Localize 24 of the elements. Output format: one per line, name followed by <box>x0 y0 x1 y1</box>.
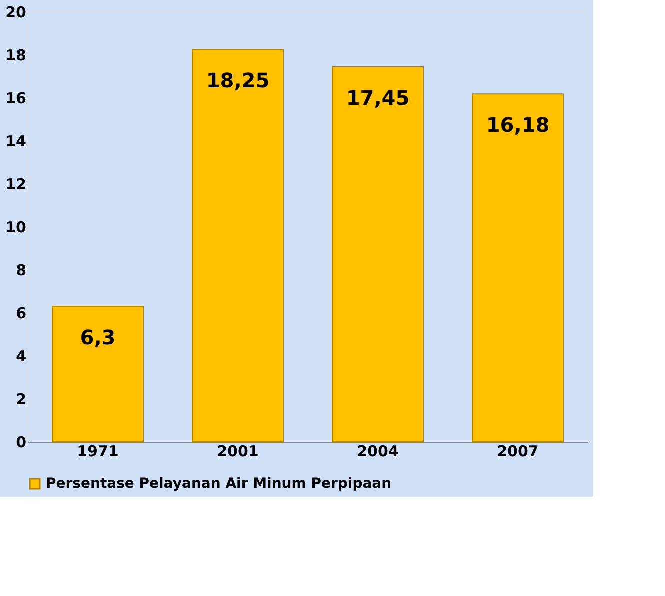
x-tick-label: 2001 <box>217 442 259 460</box>
x-tick-label: 2007 <box>497 442 539 460</box>
y-tick-label: 18 <box>6 46 26 64</box>
bar <box>472 94 564 442</box>
data-label: 18,25 <box>206 68 270 93</box>
y-tick-label: 0 <box>16 434 26 452</box>
y-tick-label: 8 <box>16 262 26 280</box>
bar <box>192 49 284 442</box>
y-tick-label: 20 <box>6 4 26 22</box>
data-label: 17,45 <box>346 86 410 110</box>
legend-label: Persentase Pelayanan Air Minum Perpipaan <box>46 476 392 492</box>
x-tick-label: 2004 <box>357 442 399 460</box>
bar <box>52 306 144 442</box>
y-tick-label: 14 <box>6 132 26 150</box>
y-tick-label: 4 <box>16 348 26 366</box>
y-tick-label: 12 <box>6 176 26 194</box>
x-tick-label: 1971 <box>77 442 119 460</box>
y-tick-label: 6 <box>16 304 26 322</box>
data-label: 6,3 <box>80 326 116 350</box>
data-label: 16,18 <box>486 113 550 138</box>
y-tick-label: 2 <box>16 390 26 408</box>
bar <box>332 66 424 442</box>
y-tick-label: 16 <box>6 90 26 108</box>
y-tick-label: 10 <box>6 218 26 236</box>
